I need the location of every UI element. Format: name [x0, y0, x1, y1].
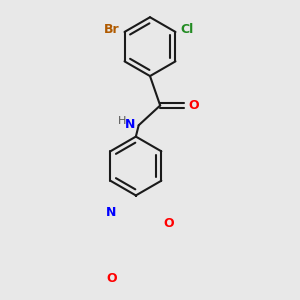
Text: Br: Br	[104, 22, 120, 36]
Text: O: O	[164, 217, 174, 230]
Text: N: N	[125, 118, 135, 130]
Text: H: H	[118, 116, 126, 126]
Text: O: O	[106, 272, 117, 285]
Text: N: N	[106, 206, 117, 219]
Text: Cl: Cl	[180, 22, 193, 36]
Text: O: O	[188, 99, 199, 112]
